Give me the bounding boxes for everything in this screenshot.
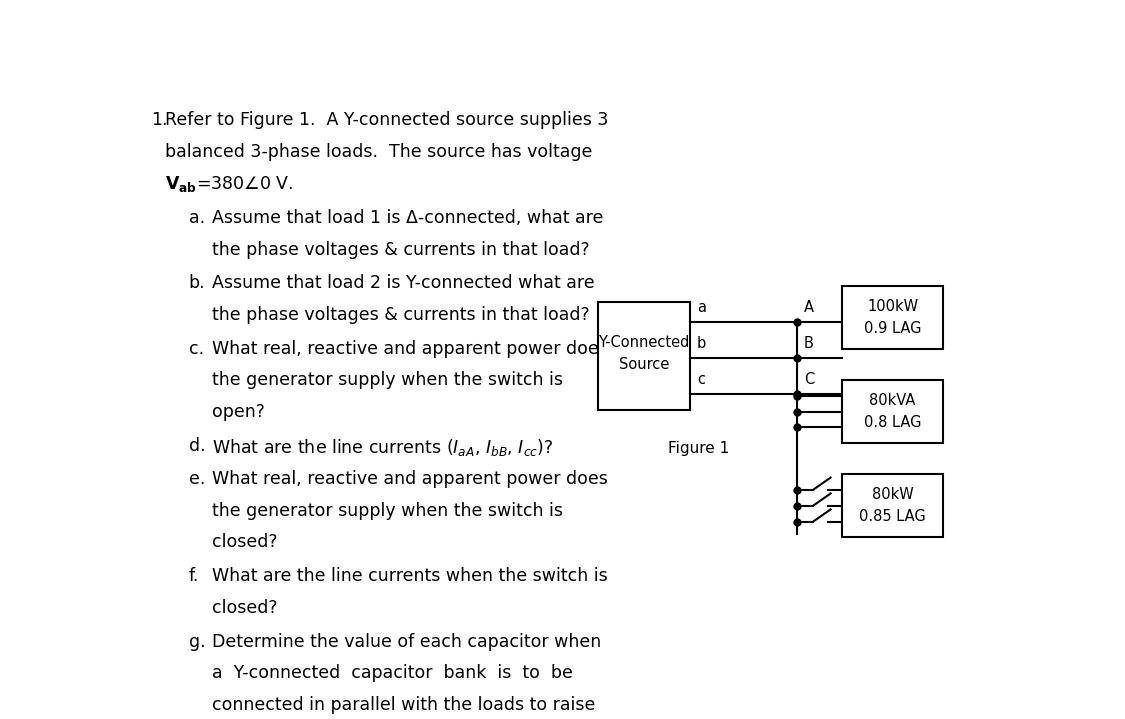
Text: Assume that load 1 is Δ-connected, what are: Assume that load 1 is Δ-connected, what … [213, 209, 603, 227]
Text: a: a [696, 300, 705, 315]
Text: a  Y-connected  capacitor  bank  is  to  be: a Y-connected capacitor bank is to be [213, 664, 573, 682]
Text: Source: Source [619, 357, 669, 372]
Bar [843, 474, 943, 538]
Text: b: b [696, 336, 706, 351]
Text: a.: a. [189, 209, 205, 227]
Text: Assume that load 2 is Y-connected what are: Assume that load 2 is Y-connected what a… [213, 275, 595, 293]
Text: d.: d. [189, 436, 205, 454]
Text: A: A [804, 300, 814, 315]
Text: What are the line currents ($\mathit{I}_{aA}$, $\mathit{I}_{bB}$, $\mathit{I}_{c: What are the line currents ($\mathit{I}_… [213, 436, 554, 457]
Text: 80kVA: 80kVA [870, 393, 916, 408]
Text: What are the line currents when the switch is: What are the line currents when the swit… [213, 567, 608, 585]
Text: b.: b. [189, 275, 205, 293]
Text: the phase voltages & currents in that load?: the phase voltages & currents in that lo… [213, 241, 590, 259]
Text: $\mathbf{V_{ab}}$=380$\angle$0 V.: $\mathbf{V_{ab}}$=380$\angle$0 V. [165, 174, 294, 194]
Text: 0.8 LAG: 0.8 LAG [864, 415, 921, 430]
Bar [843, 380, 943, 444]
Text: the generator supply when the switch is: the generator supply when the switch is [213, 371, 564, 389]
Text: Figure 1: Figure 1 [668, 441, 729, 456]
Text: c.: c. [189, 339, 204, 357]
Text: the phase voltages & currents in that load?: the phase voltages & currents in that lo… [213, 306, 590, 324]
Text: e.: e. [189, 470, 205, 488]
Text: the generator supply when the switch is: the generator supply when the switch is [213, 502, 564, 520]
Bar [843, 285, 943, 349]
Text: What real, reactive and apparent power does: What real, reactive and apparent power d… [213, 339, 608, 357]
Text: open?: open? [213, 403, 266, 421]
Text: What real, reactive and apparent power does: What real, reactive and apparent power d… [213, 470, 608, 488]
Text: balanced 3-phase loads.  The source has voltage: balanced 3-phase loads. The source has v… [165, 143, 593, 161]
Text: g.: g. [189, 633, 205, 651]
Text: B: B [804, 336, 814, 351]
Text: c: c [696, 372, 705, 387]
Text: Refer to Figure 1.  A Y-connected source supplies 3: Refer to Figure 1. A Y-connected source … [165, 111, 609, 129]
Text: closed?: closed? [213, 533, 278, 551]
Text: C: C [804, 372, 814, 387]
Text: 1.: 1. [151, 111, 168, 129]
Text: closed?: closed? [213, 599, 278, 617]
Text: 80kW: 80kW [872, 487, 914, 502]
Text: 100kW: 100kW [867, 299, 918, 314]
Text: 0.85 LAG: 0.85 LAG [860, 509, 926, 524]
Text: connected in parallel with the loads to raise: connected in parallel with the loads to … [213, 696, 595, 714]
Text: f.: f. [189, 567, 199, 585]
Bar [598, 302, 690, 410]
Text: 0.9 LAG: 0.9 LAG [864, 321, 921, 336]
Text: Determine the value of each capacitor when: Determine the value of each capacitor wh… [213, 633, 602, 651]
Text: Y-Connected: Y-Connected [598, 335, 690, 350]
